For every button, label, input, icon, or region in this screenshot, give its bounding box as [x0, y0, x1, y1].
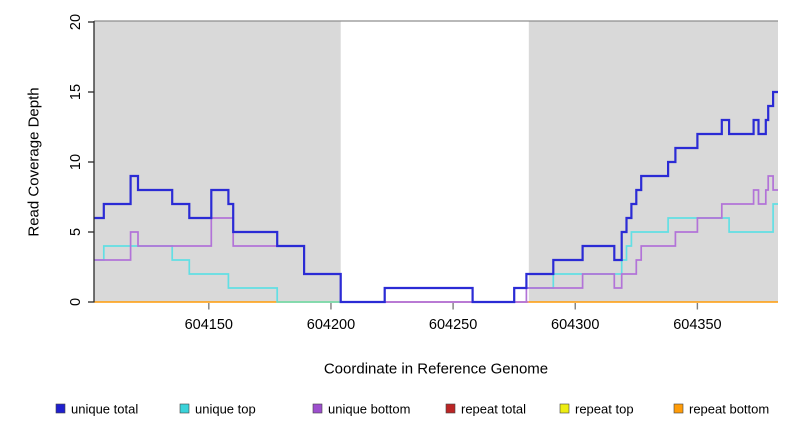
series-unique-bottom [94, 175, 778, 303]
y-tick-label: 0 [68, 298, 84, 306]
legend-swatch [673, 403, 684, 414]
legend-item-unique-total: unique total [55, 401, 138, 416]
legend-swatch [179, 403, 190, 414]
x-tick-label: 604350 [673, 317, 721, 333]
legend-item-repeat-bottom: repeat bottom [673, 401, 769, 416]
legend-swatch [55, 403, 66, 414]
x-axis-label: Coordinate in Reference Genome [323, 360, 549, 378]
legend-swatch [559, 403, 570, 414]
shaded-region-0 [94, 21, 341, 302]
legend-label: repeat top [575, 401, 634, 416]
y-tick-label: 20 [68, 14, 84, 30]
legend-item-unique-bottom: unique bottom [312, 401, 410, 416]
legend-swatch [445, 403, 456, 414]
legend-label: unique total [71, 401, 138, 416]
legend-label: repeat bottom [689, 401, 769, 416]
legend-swatch [312, 403, 323, 414]
y-axis-label: Read Coverage Depth [25, 87, 43, 237]
legend-item-repeat-total: repeat total [445, 401, 526, 416]
y-tick-label: 15 [68, 84, 84, 100]
y-tick-label: 10 [68, 154, 84, 170]
legend-item-repeat-top: repeat top [559, 401, 634, 416]
x-tick-label: 604200 [307, 317, 355, 333]
legend-label: unique bottom [328, 401, 410, 416]
x-tick-label: 604250 [429, 317, 477, 333]
y-tick-label: 5 [68, 228, 84, 236]
x-tick-label: 604300 [551, 317, 599, 333]
legend-label: unique top [195, 401, 256, 416]
shaded-region-1 [528, 21, 778, 302]
series-unique-total [94, 90, 778, 304]
legend-item-unique-top: unique top [179, 401, 256, 416]
legend-label: repeat total [461, 401, 526, 416]
x-tick-label: 604150 [185, 317, 233, 333]
